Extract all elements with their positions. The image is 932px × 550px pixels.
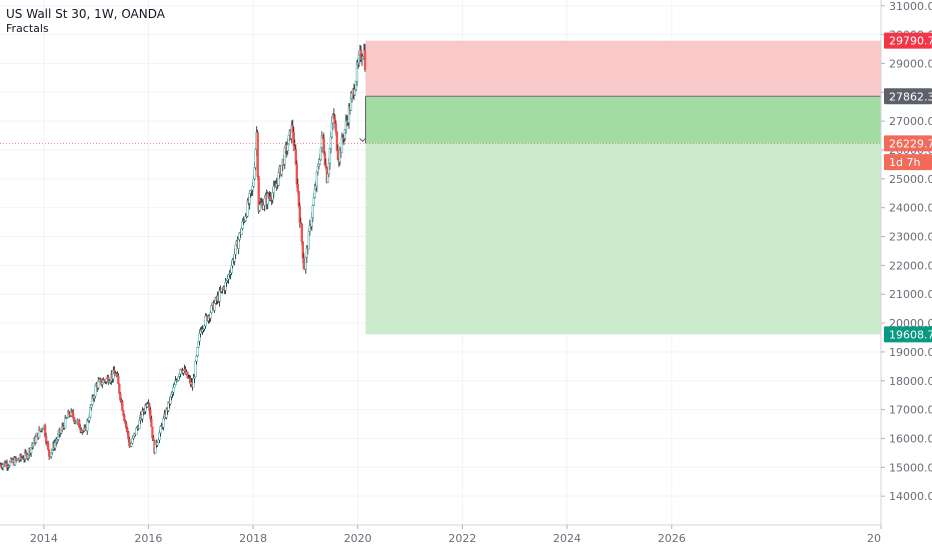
time-tick-label: 2024 — [553, 532, 581, 545]
candle-body — [286, 144, 289, 152]
candle-body — [86, 420, 89, 431]
price-tick-label: 16000.0 — [889, 432, 932, 445]
candle-body — [118, 383, 121, 394]
candle-body — [213, 303, 216, 311]
candle-body — [34, 436, 38, 443]
price-label-countdown-box — [884, 154, 932, 171]
time-tick-label: 20 — [867, 532, 881, 545]
candle-body — [117, 375, 120, 385]
candle-body — [311, 205, 315, 218]
candle-body — [64, 417, 67, 429]
candle-body — [162, 418, 165, 428]
candle-body — [94, 385, 97, 397]
trade-arrow-icon — [359, 138, 366, 143]
candlestick-series — [0, 43, 367, 471]
price-label-entry-box — [884, 88, 932, 105]
time-tick-label: 2020 — [344, 532, 372, 545]
candle-body — [159, 426, 162, 434]
time-tick-label: 2014 — [30, 532, 58, 545]
price-tick-label: 24000.0 — [889, 202, 932, 215]
symbol-title[interactable]: US Wall St 30, 1W, OANDA — [6, 7, 165, 21]
candle-body — [300, 223, 303, 242]
candle-body — [72, 412, 75, 419]
price-label-current: 26229.7 — [889, 137, 932, 150]
candle-body — [302, 257, 305, 270]
price-tick-label: 27000.0 — [889, 115, 932, 128]
candle-body — [363, 50, 367, 70]
candle-body — [121, 401, 124, 411]
candle-body — [234, 244, 237, 255]
price-label-target-box — [884, 326, 932, 343]
candle-body — [329, 136, 333, 149]
price-axis[interactable]: 14000.0 15000.0 16000.0 17000.0 18000.0 19000… — [880, 0, 932, 550]
candle-body — [256, 132, 259, 177]
time-tick-label: 2022 — [448, 532, 476, 545]
candle-body — [172, 387, 175, 393]
indicator-label[interactable]: Fractals — [6, 22, 49, 35]
price-tick-label: 14000.0 — [889, 490, 932, 503]
stop-loss-zone — [365, 40, 881, 97]
candle-body — [105, 378, 108, 382]
time-tick-label: 2016 — [134, 532, 162, 545]
candle-body — [46, 442, 50, 450]
candle-body — [209, 312, 212, 319]
candle-body — [258, 204, 261, 212]
price-label-current-box — [884, 135, 932, 152]
open-profit-zone — [365, 96, 881, 144]
price-tick-label: 18000.0 — [889, 375, 932, 388]
candle-body — [312, 197, 316, 206]
candle-body — [296, 184, 299, 192]
price-label-entry: 27862.3 — [889, 90, 932, 103]
price-tick-label: 17000.0 — [889, 404, 932, 417]
time-tick-label: 2026 — [658, 532, 686, 545]
price-tick-label: 22000.0 — [889, 259, 932, 272]
chart-overlay — [0, 138, 881, 144]
candle-body — [334, 123, 338, 133]
price-tick-label: 25000.0 — [889, 173, 932, 186]
position-zones[interactable] — [365, 40, 881, 335]
price-tick-label: 31000.0 — [889, 0, 932, 13]
time-axis[interactable]: 2014 2016 2018 2020 2022 2024 2026 20 — [0, 524, 932, 550]
price-tick-label: 21000.0 — [889, 288, 932, 301]
price-tick-label: 15000.0 — [889, 461, 932, 474]
price-label-target: 19608.7 — [889, 328, 932, 341]
time-tick-label: 2018 — [239, 532, 267, 545]
candle-body — [156, 442, 159, 446]
price-tick-label: 29000.0 — [889, 57, 932, 70]
time-axis-background — [0, 525, 932, 550]
price-label-countdown: 1d 7h — [889, 156, 920, 169]
candle-body — [263, 197, 266, 206]
candle-body — [47, 449, 51, 457]
price-tick-label: 19000.0 — [889, 346, 932, 359]
price-tick-label: 23000.0 — [889, 231, 932, 244]
price-label-stop: 29790.7 — [889, 35, 932, 48]
candle-body — [97, 381, 100, 388]
candle-body — [336, 150, 340, 160]
candle-body — [196, 347, 199, 357]
price-label-stop-box — [884, 32, 932, 49]
candle-body — [31, 443, 35, 446]
candle-body — [150, 419, 153, 428]
